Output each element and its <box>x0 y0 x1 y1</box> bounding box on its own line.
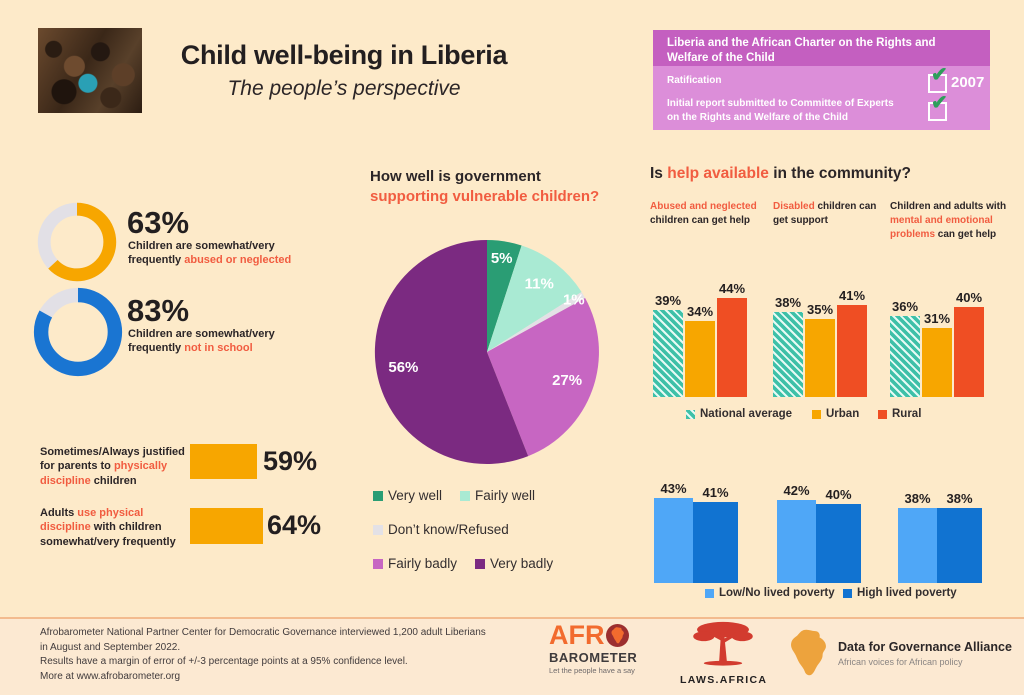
legend-low-poverty: Low/No lived poverty <box>705 587 835 599</box>
help-category-disabled: Disabled children can get support <box>773 201 877 226</box>
discipline-use-label: Adults use physical discipline with chil… <box>40 507 176 548</box>
ratification-label: Ratification <box>667 75 722 86</box>
svg-text:1%: 1% <box>563 292 585 309</box>
fairly-well-swatch <box>460 490 471 501</box>
africa-map-icon <box>791 629 826 676</box>
ratification-year: 2007 <box>951 74 985 91</box>
charter-box-body: Ratification ✔ 2007 Initial report submi… <box>653 65 990 130</box>
donut-abused-caption: Children are somewhat/very frequently ab… <box>128 240 292 267</box>
header-titles: Child well-being in Liberia The people’s… <box>148 40 540 101</box>
laws-africa-logo: LAWS.AFRICA <box>680 620 766 686</box>
urban-swatch <box>812 409 821 419</box>
help-category-abused: Abused and neglected children can get he… <box>650 201 757 226</box>
low-poverty-swatch <box>705 588 714 598</box>
rural-swatch <box>878 409 887 419</box>
legend-row: Don’t know/Refused <box>373 522 623 537</box>
footer-divider <box>0 617 1024 619</box>
donut-school-caption: Children are somewhat/very frequently no… <box>128 328 275 355</box>
legend-rural: Rural <box>878 408 921 420</box>
discipline-justified-label: Sometimes/Always justified for parents t… <box>40 446 185 487</box>
charter-box-title: Liberia and the African Charter on the R… <box>653 30 990 66</box>
footer <box>0 619 1024 695</box>
help-section-title: Is help available in the community? <box>650 165 911 182</box>
legend-national-average: National average <box>686 408 792 420</box>
acacia-tree-icon <box>693 621 753 666</box>
dont-know-swatch <box>373 524 383 535</box>
discipline-use-value: 64% <box>267 510 322 540</box>
help-category-mental: Children and adults with mental and emot… <box>890 201 1007 240</box>
discipline-use-bar <box>190 508 263 544</box>
svg-text:56%: 56% <box>388 359 418 376</box>
very-badly-swatch <box>475 558 486 569</box>
high-poverty-swatch <box>843 588 852 598</box>
poverty-bars-chart: 43% 41% 42% 40% 38% 38% <box>650 481 995 583</box>
donut-school-value: 83% <box>127 293 190 328</box>
legend-high-poverty: High lived poverty <box>843 587 957 599</box>
initial-report-checkbox: ✔ <box>928 93 948 121</box>
svg-text:11%: 11% <box>525 276 554 293</box>
discipline-justified-bar <box>190 444 257 479</box>
dga-logo: Data for Governance Alliance African voi… <box>788 629 1012 677</box>
initial-report-label: Initial report submitted to Committee of… <box>667 98 894 123</box>
legend-row: Very well Fairly well <box>373 488 623 503</box>
check-icon: ✔ <box>931 92 948 114</box>
fairly-badly-swatch <box>373 558 383 569</box>
page-subtitle: The people’s perspective <box>227 77 461 100</box>
afrobarometer-globe-icon <box>605 624 629 647</box>
legend-very-badly: Very badly <box>475 556 553 571</box>
children-photo <box>38 28 142 113</box>
check-icon: ✔ <box>931 64 948 86</box>
discipline-justified-value: 59% <box>263 446 318 476</box>
donut-abused-chart <box>37 202 117 282</box>
legend-dont-know: Don’t know/Refused <box>373 522 509 537</box>
legend-row: Fairly badly Very badly <box>373 556 623 571</box>
footer-text: Afrobarometer National Partner Center fo… <box>40 627 486 682</box>
help-bars-chart: 39% 34% 44% 38% 35% 41% 36% 31% 40% <box>650 281 995 397</box>
page-title: Child well-being in Liberia <box>180 40 508 70</box>
gov-pie-chart: 5% 11% 1% 27% 56% <box>373 238 601 466</box>
svg-text:27%: 27% <box>552 372 582 389</box>
legend-fairly-well: Fairly well <box>460 488 535 503</box>
very-well-swatch <box>373 490 383 501</box>
donut-abused-value: 63% <box>127 205 190 240</box>
legend-urban: Urban <box>812 408 859 420</box>
charter-box: Liberia and the African Charter on the R… <box>653 30 990 130</box>
gov-pie-title: How well is government supporting vulner… <box>370 168 600 206</box>
legend-fairly-badly: Fairly badly <box>373 556 457 571</box>
legend-very-well: Very well <box>373 488 442 503</box>
ratification-checkbox: ✔ <box>928 65 948 93</box>
national-average-swatch <box>686 409 695 419</box>
gov-pie-legend: Very well Fairly well Don’t know/Refused… <box>373 488 623 590</box>
svg-text:5%: 5% <box>491 250 513 267</box>
afrobarometer-logo: AFR BAROMETER Let the people have a say <box>549 620 638 676</box>
donut-school-chart <box>33 287 123 377</box>
